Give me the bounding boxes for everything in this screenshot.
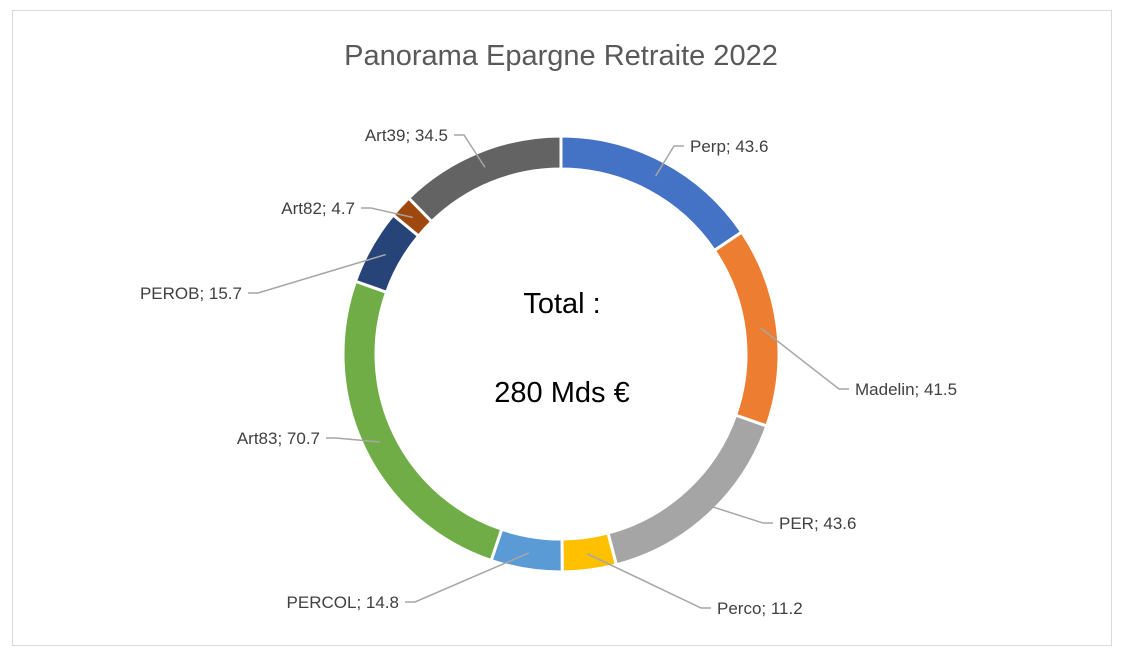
leader-line-art82 bbox=[361, 207, 414, 219]
data-label-percol: PERCOL; 14.8 bbox=[287, 593, 399, 612]
slice-art83 bbox=[341, 279, 504, 563]
leader-line-art39 bbox=[454, 134, 486, 168]
chart-title: Panorama Epargne Retraite 2022 bbox=[344, 40, 778, 72]
data-label-perco: Perco; 11.2 bbox=[717, 599, 803, 618]
leader-line-art83 bbox=[326, 437, 380, 443]
data-label-madelin: Madelin; 41.5 bbox=[855, 380, 957, 399]
slice-per bbox=[606, 413, 769, 567]
slice-perco bbox=[560, 531, 619, 574]
leader-line-perp bbox=[654, 145, 684, 177]
leader-line-perob bbox=[248, 253, 386, 294]
data-label-art39: Art39; 34.5 bbox=[365, 126, 448, 145]
leader-line-percol bbox=[405, 552, 530, 603]
data-label-art82: Art82; 4.7 bbox=[281, 199, 355, 218]
chart-area: Panorama Epargne Retraite 2022 Perp; 43.… bbox=[12, 10, 1112, 646]
leader-line-per bbox=[697, 501, 773, 524]
doughnut-chart: Panorama Epargne Retraite 2022 Perp; 43.… bbox=[140, 40, 957, 618]
center-total-label: Total : bbox=[523, 288, 600, 320]
leader-line-madelin bbox=[760, 327, 849, 390]
data-label-perp: Perp; 43.6 bbox=[690, 137, 768, 156]
data-label-perob: PEROB; 15.7 bbox=[140, 284, 242, 303]
slice-art39 bbox=[406, 134, 563, 224]
leader-line-perco bbox=[587, 553, 711, 609]
slice-madelin bbox=[712, 230, 781, 428]
center-total-value: 280 Mds € bbox=[494, 377, 629, 409]
data-label-art83: Art83; 70.7 bbox=[237, 429, 320, 448]
data-label-per: PER; 43.6 bbox=[779, 514, 857, 533]
slice-percol bbox=[489, 527, 564, 574]
